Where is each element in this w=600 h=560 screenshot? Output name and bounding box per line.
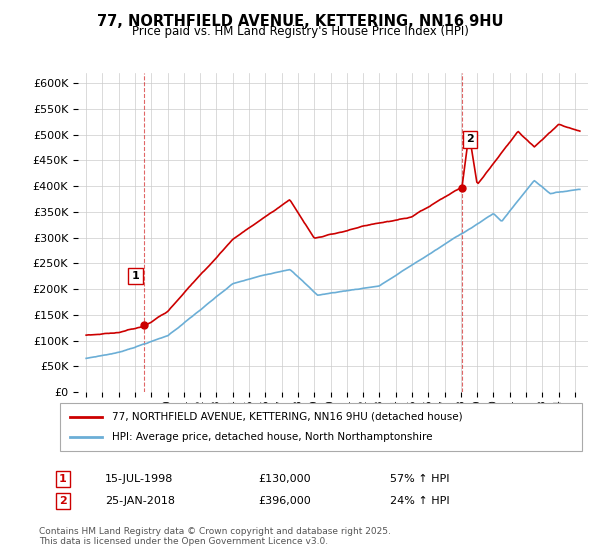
Text: 77, NORTHFIELD AVENUE, KETTERING, NN16 9HU: 77, NORTHFIELD AVENUE, KETTERING, NN16 9… [97, 14, 503, 29]
Text: £396,000: £396,000 [258, 496, 311, 506]
Text: 2: 2 [466, 134, 474, 144]
Text: Contains HM Land Registry data © Crown copyright and database right 2025.
This d: Contains HM Land Registry data © Crown c… [39, 526, 391, 546]
FancyBboxPatch shape [60, 403, 582, 451]
Text: 77, NORTHFIELD AVENUE, KETTERING, NN16 9HU (detached house): 77, NORTHFIELD AVENUE, KETTERING, NN16 9… [112, 412, 463, 422]
Text: 1: 1 [132, 271, 140, 281]
Text: 25-JAN-2018: 25-JAN-2018 [105, 496, 175, 506]
Text: £130,000: £130,000 [258, 474, 311, 484]
Text: 1: 1 [59, 474, 67, 484]
Text: 57% ↑ HPI: 57% ↑ HPI [390, 474, 449, 484]
Text: Price paid vs. HM Land Registry's House Price Index (HPI): Price paid vs. HM Land Registry's House … [131, 25, 469, 38]
Text: HPI: Average price, detached house, North Northamptonshire: HPI: Average price, detached house, Nort… [112, 432, 433, 442]
Text: 2: 2 [59, 496, 67, 506]
Text: 15-JUL-1998: 15-JUL-1998 [105, 474, 173, 484]
Text: 24% ↑ HPI: 24% ↑ HPI [390, 496, 449, 506]
